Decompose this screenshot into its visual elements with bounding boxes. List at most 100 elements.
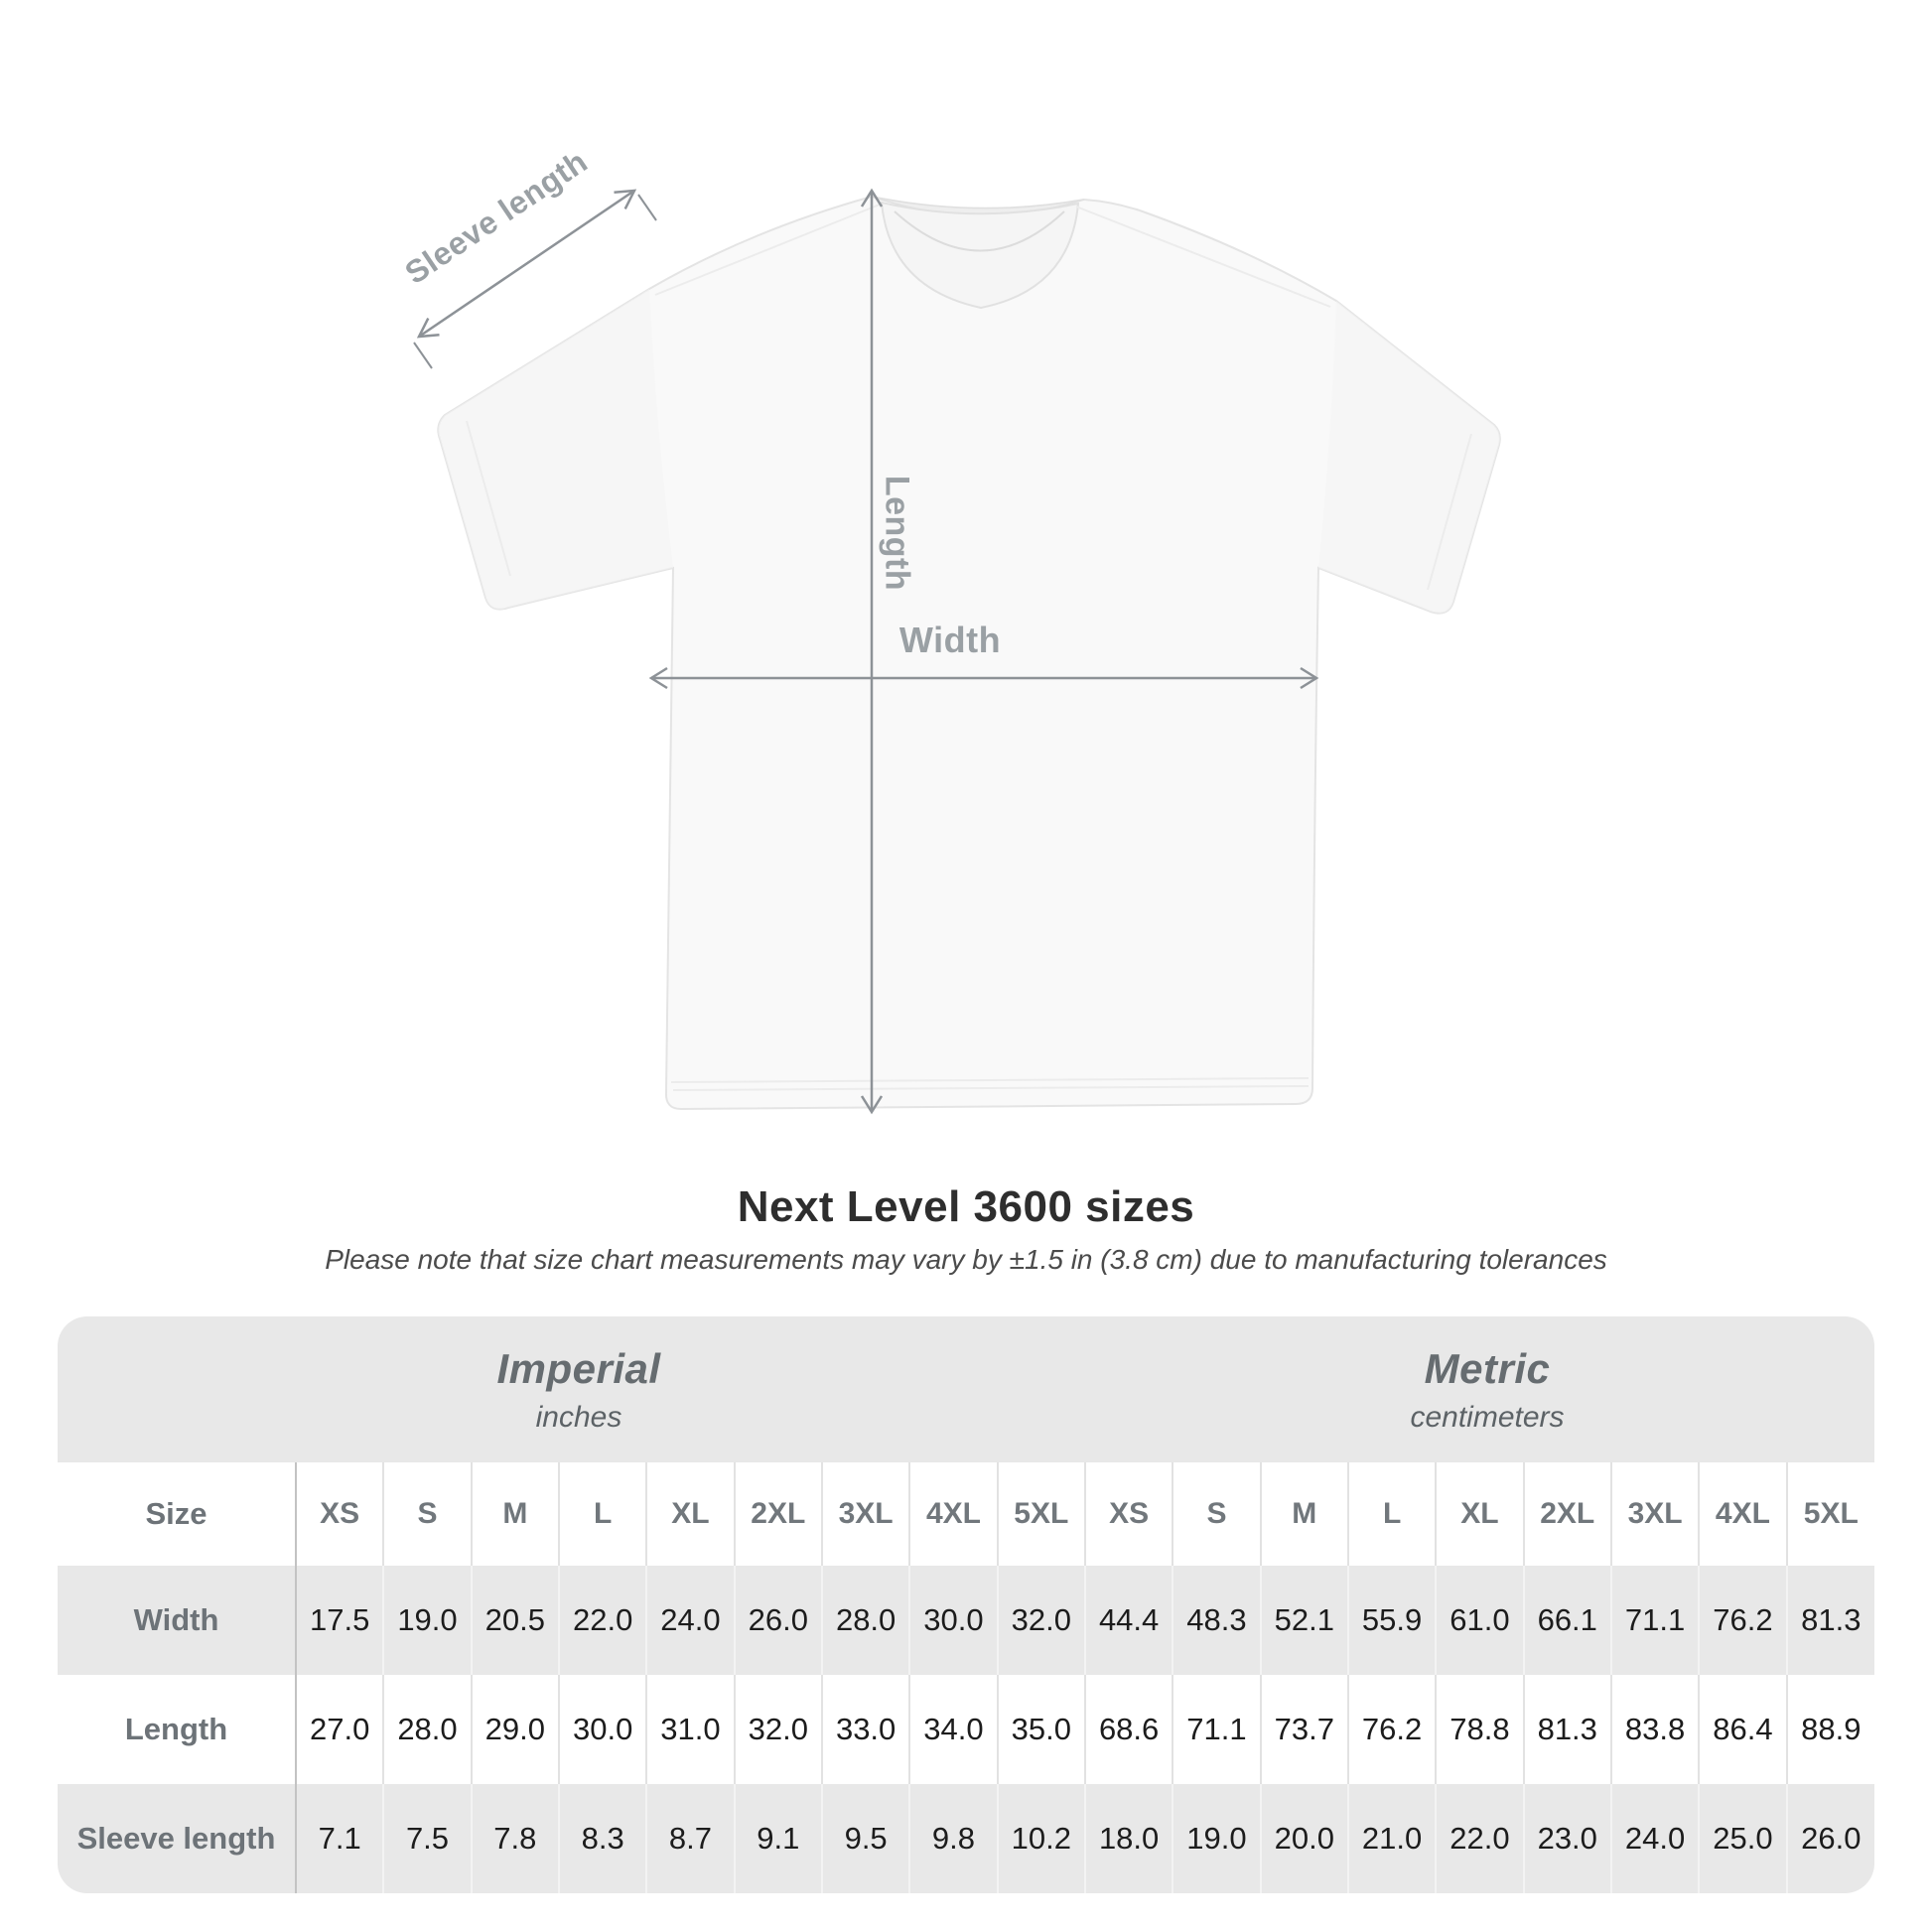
value-cell: 28.0 xyxy=(382,1675,472,1784)
imperial-header: Imperial inches xyxy=(58,1345,1100,1435)
value-cell: 32.0 xyxy=(996,1566,1085,1675)
size-col-metric-xs: XS xyxy=(1083,1462,1173,1566)
value-cell: 29.0 xyxy=(470,1675,559,1784)
value-cell: 71.1 xyxy=(1609,1566,1700,1675)
page-title: Next Level 3600 sizes xyxy=(737,1182,1195,1231)
value-cell: 20.0 xyxy=(1259,1784,1348,1893)
value-cell: 23.0 xyxy=(1522,1784,1611,1893)
shirt-seams xyxy=(466,204,1472,1091)
value-cell: 30.0 xyxy=(908,1566,998,1675)
value-cell: 83.8 xyxy=(1609,1675,1700,1784)
size-col-metric-xl: XL xyxy=(1435,1462,1524,1566)
row-label: Width xyxy=(133,1602,219,1637)
value-cell: 78.8 xyxy=(1435,1675,1524,1784)
value-cell: 81.3 xyxy=(1785,1566,1874,1675)
size-col-metric-3xl: 3XL xyxy=(1609,1462,1700,1566)
value-cell: 7.8 xyxy=(470,1784,559,1893)
size-col-metric-m: M xyxy=(1259,1462,1348,1566)
value-cell: 71.1 xyxy=(1172,1675,1261,1784)
size-col-imperial-xs: XS xyxy=(294,1462,384,1566)
size-col-imperial-m: M xyxy=(470,1462,559,1566)
value-cell: 26.0 xyxy=(733,1566,822,1675)
size-chart-table: Size XS S M L XL 2XL 3XL 4XL 5XL XS S M L XL 2XL 3XL 4XL 5… xyxy=(58,1462,1874,1893)
value-cell: 22.0 xyxy=(1435,1784,1524,1893)
size-col-imperial-2xl: 2XL xyxy=(733,1462,822,1566)
value-cell: 9.1 xyxy=(733,1784,822,1893)
tshirt-illustration xyxy=(413,188,1501,1115)
value-cell: 10.2 xyxy=(996,1784,1085,1893)
row-label: Sleeve length xyxy=(76,1821,276,1856)
row-label: Length xyxy=(124,1712,228,1746)
unit-header-band: Imperial inches Metric centimeters xyxy=(58,1316,1874,1462)
value-cell: 73.7 xyxy=(1259,1675,1348,1784)
size-chart: Imperial inches Metric centimeters Size X… xyxy=(58,1316,1874,1893)
value-cell: 18.0 xyxy=(1083,1784,1173,1893)
value-cell: 8.3 xyxy=(557,1784,647,1893)
left-sleeve-shading xyxy=(438,289,673,610)
size-corner-label: Size xyxy=(145,1496,207,1531)
sleeve-dimension-line xyxy=(418,189,635,339)
value-cell: 61.0 xyxy=(1435,1566,1524,1675)
value-cell: 88.9 xyxy=(1785,1675,1874,1784)
value-cell: 30.0 xyxy=(557,1675,647,1784)
value-cell: 8.7 xyxy=(645,1784,735,1893)
right-sleeve-shading xyxy=(1318,301,1500,614)
size-col-imperial-3xl: 3XL xyxy=(820,1462,910,1566)
measurement-row-width: Width 17.5 19.0 20.5 22.0 24.0 26.0 28.0 30.0 32.… xyxy=(58,1566,1874,1675)
size-col-imperial-5xl: 5XL xyxy=(996,1462,1085,1566)
value-cell: 19.0 xyxy=(1172,1784,1261,1893)
size-col-metric-l: L xyxy=(1346,1462,1437,1566)
size-col-imperial-xl: XL xyxy=(645,1462,735,1566)
tshirt-measurement-diagram: Sleeve length Length Width xyxy=(398,143,1501,1115)
heading-block: Next Level 3600 sizes Please note that s… xyxy=(0,1182,1932,1276)
value-cell: 17.5 xyxy=(294,1566,384,1675)
value-cell: 86.4 xyxy=(1698,1675,1787,1784)
metric-title: Metric xyxy=(1424,1344,1551,1392)
value-cell: 9.8 xyxy=(908,1784,998,1893)
size-col-metric-2xl: 2XL xyxy=(1522,1462,1611,1566)
value-cell: 7.1 xyxy=(294,1784,384,1893)
value-cell: 25.0 xyxy=(1698,1784,1787,1893)
measurement-row-length: Length 27.0 28.0 29.0 30.0 31.0 32.0 33.0 34.0 35… xyxy=(58,1675,1874,1784)
size-col-metric-5xl: 5XL xyxy=(1785,1462,1874,1566)
value-cell: 66.1 xyxy=(1522,1566,1611,1675)
value-cell: 32.0 xyxy=(733,1675,822,1784)
size-col-metric-s: S xyxy=(1172,1462,1261,1566)
value-cell: 20.5 xyxy=(470,1566,559,1675)
value-cell: 21.0 xyxy=(1346,1784,1437,1893)
value-cell: 44.4 xyxy=(1083,1566,1173,1675)
value-cell: 22.0 xyxy=(557,1566,647,1675)
size-col-imperial-s: S xyxy=(382,1462,472,1566)
value-cell: 34.0 xyxy=(908,1675,998,1784)
size-col-imperial-4xl: 4XL xyxy=(908,1462,998,1566)
value-cell: 27.0 xyxy=(294,1675,384,1784)
value-cell: 76.2 xyxy=(1346,1675,1437,1784)
value-cell: 76.2 xyxy=(1698,1566,1787,1675)
value-cell: 55.9 xyxy=(1346,1566,1437,1675)
width-label: Width xyxy=(898,620,1002,660)
value-cell: 31.0 xyxy=(645,1675,735,1784)
value-cell: 24.0 xyxy=(645,1566,735,1675)
size-col-imperial-l: L xyxy=(557,1462,647,1566)
value-cell: 28.0 xyxy=(820,1566,910,1675)
value-cell: 7.5 xyxy=(382,1784,472,1893)
value-cell: 9.5 xyxy=(820,1784,910,1893)
collar-ribbing-seam xyxy=(894,210,1065,252)
value-cell: 52.1 xyxy=(1259,1566,1348,1675)
value-cell: 35.0 xyxy=(996,1675,1085,1784)
collar-opening xyxy=(880,201,1080,310)
value-cell: 26.0 xyxy=(1785,1784,1874,1893)
imperial-title: Imperial xyxy=(496,1344,661,1392)
value-cell: 68.6 xyxy=(1083,1675,1173,1784)
imperial-unit: inches xyxy=(535,1400,622,1434)
size-header-row: Size XS S M L XL 2XL 3XL 4XL 5XL XS S M L XL 2XL 3XL 4XL 5… xyxy=(58,1462,1874,1566)
length-label: Length xyxy=(878,475,916,592)
size-col-metric-4xl: 4XL xyxy=(1698,1462,1787,1566)
value-cell: 19.0 xyxy=(382,1566,472,1675)
measurement-row-sleeve-length: Sleeve length 7.1 7.5 7.8 8.3 8.7 9.1 9.5 9.8 10.… xyxy=(58,1784,1874,1893)
value-cell: 33.0 xyxy=(820,1675,910,1784)
value-cell: 81.3 xyxy=(1522,1675,1611,1784)
value-cell: 48.3 xyxy=(1172,1566,1261,1675)
tolerance-note: Please note that size chart measurements… xyxy=(325,1244,1607,1275)
dimension-lines xyxy=(413,188,1319,1115)
